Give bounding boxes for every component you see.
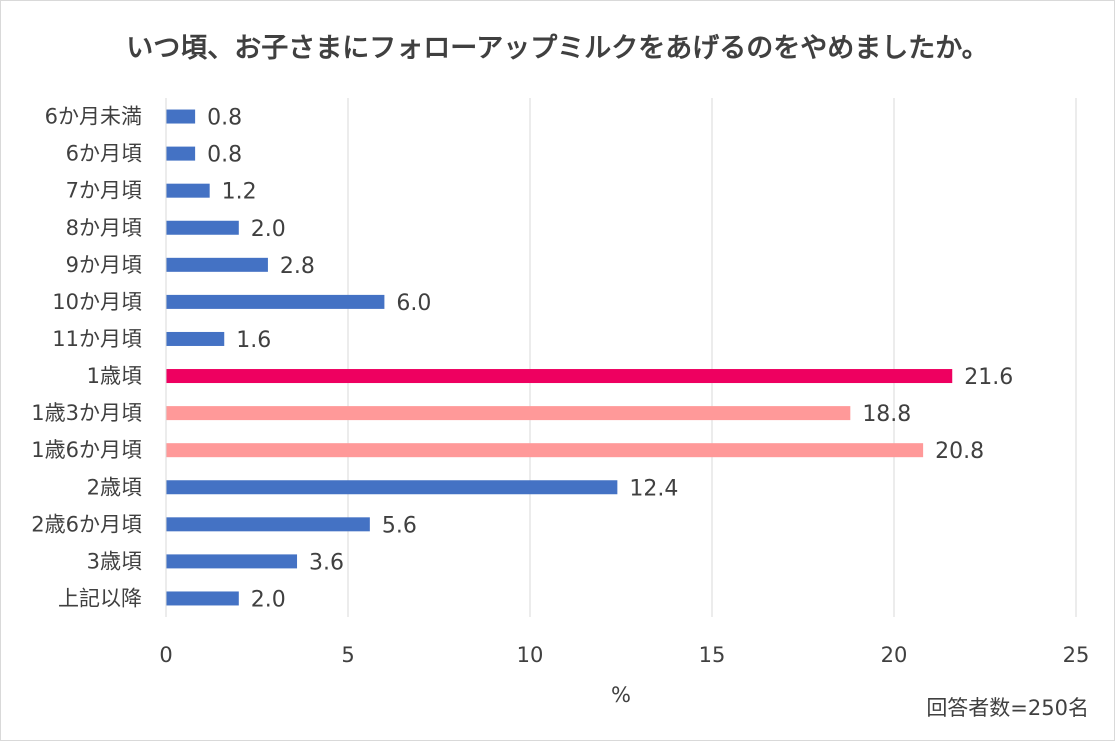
category-label: 1歳6か月頃 bbox=[31, 438, 142, 462]
chart-title: いつ頃、お子さまにフォローアップミルクをあげるのをやめましたか。 bbox=[126, 33, 989, 64]
category-label: 10か月頃 bbox=[52, 290, 142, 314]
x-axis-title: % bbox=[611, 683, 631, 707]
bar bbox=[166, 146, 196, 161]
category-label: 9か月頃 bbox=[66, 253, 142, 277]
x-tick-label: 0 bbox=[159, 643, 172, 667]
category-label: 3歳頃 bbox=[87, 549, 142, 573]
data-label: 5.6 bbox=[382, 513, 417, 538]
category-label: 11か月頃 bbox=[52, 327, 142, 351]
data-label: 18.8 bbox=[862, 402, 911, 427]
data-label: 12.4 bbox=[629, 476, 678, 501]
x-tick-label: 15 bbox=[699, 643, 726, 667]
bar bbox=[166, 591, 239, 606]
bar bbox=[166, 480, 618, 495]
bar bbox=[166, 443, 924, 458]
respondent-count-note: 回答者数=250名 bbox=[926, 696, 1089, 720]
x-tick-label: 20 bbox=[881, 643, 908, 667]
data-label: 21.6 bbox=[964, 365, 1013, 390]
bar bbox=[166, 517, 370, 532]
x-tick-label: 10 bbox=[517, 643, 544, 667]
category-label: 6か月頃 bbox=[66, 142, 142, 166]
data-label: 6.0 bbox=[396, 291, 431, 316]
bar bbox=[166, 331, 225, 346]
data-label: 2.8 bbox=[280, 254, 315, 279]
data-label: 3.6 bbox=[309, 550, 344, 575]
data-label: 0.8 bbox=[207, 143, 242, 168]
data-label: 20.8 bbox=[935, 439, 984, 464]
bar bbox=[166, 109, 196, 124]
category-label: 上記以降 bbox=[58, 586, 142, 610]
bar bbox=[166, 257, 268, 272]
category-label: 1歳頃 bbox=[87, 364, 142, 388]
bar bbox=[166, 294, 385, 309]
data-label: 2.0 bbox=[251, 217, 286, 242]
data-label: 1.6 bbox=[236, 328, 271, 353]
bar bbox=[166, 406, 851, 421]
data-label: 1.2 bbox=[222, 180, 257, 205]
bar bbox=[166, 220, 239, 235]
data-label: 0.8 bbox=[207, 106, 242, 131]
x-tick-label: 5 bbox=[341, 643, 354, 667]
category-label: 8か月頃 bbox=[66, 216, 142, 240]
category-label: 2歳頃 bbox=[87, 475, 142, 499]
data-label: 2.0 bbox=[251, 587, 286, 612]
category-label: 2歳6か月頃 bbox=[31, 512, 142, 536]
category-label: 1歳3か月頃 bbox=[31, 401, 142, 425]
bar bbox=[166, 183, 210, 198]
x-tick-label: 25 bbox=[1063, 643, 1090, 667]
category-label: 7か月頃 bbox=[66, 179, 142, 203]
bar bbox=[166, 369, 953, 384]
category-label: 6か月未満 bbox=[45, 105, 142, 129]
bar bbox=[166, 554, 298, 569]
